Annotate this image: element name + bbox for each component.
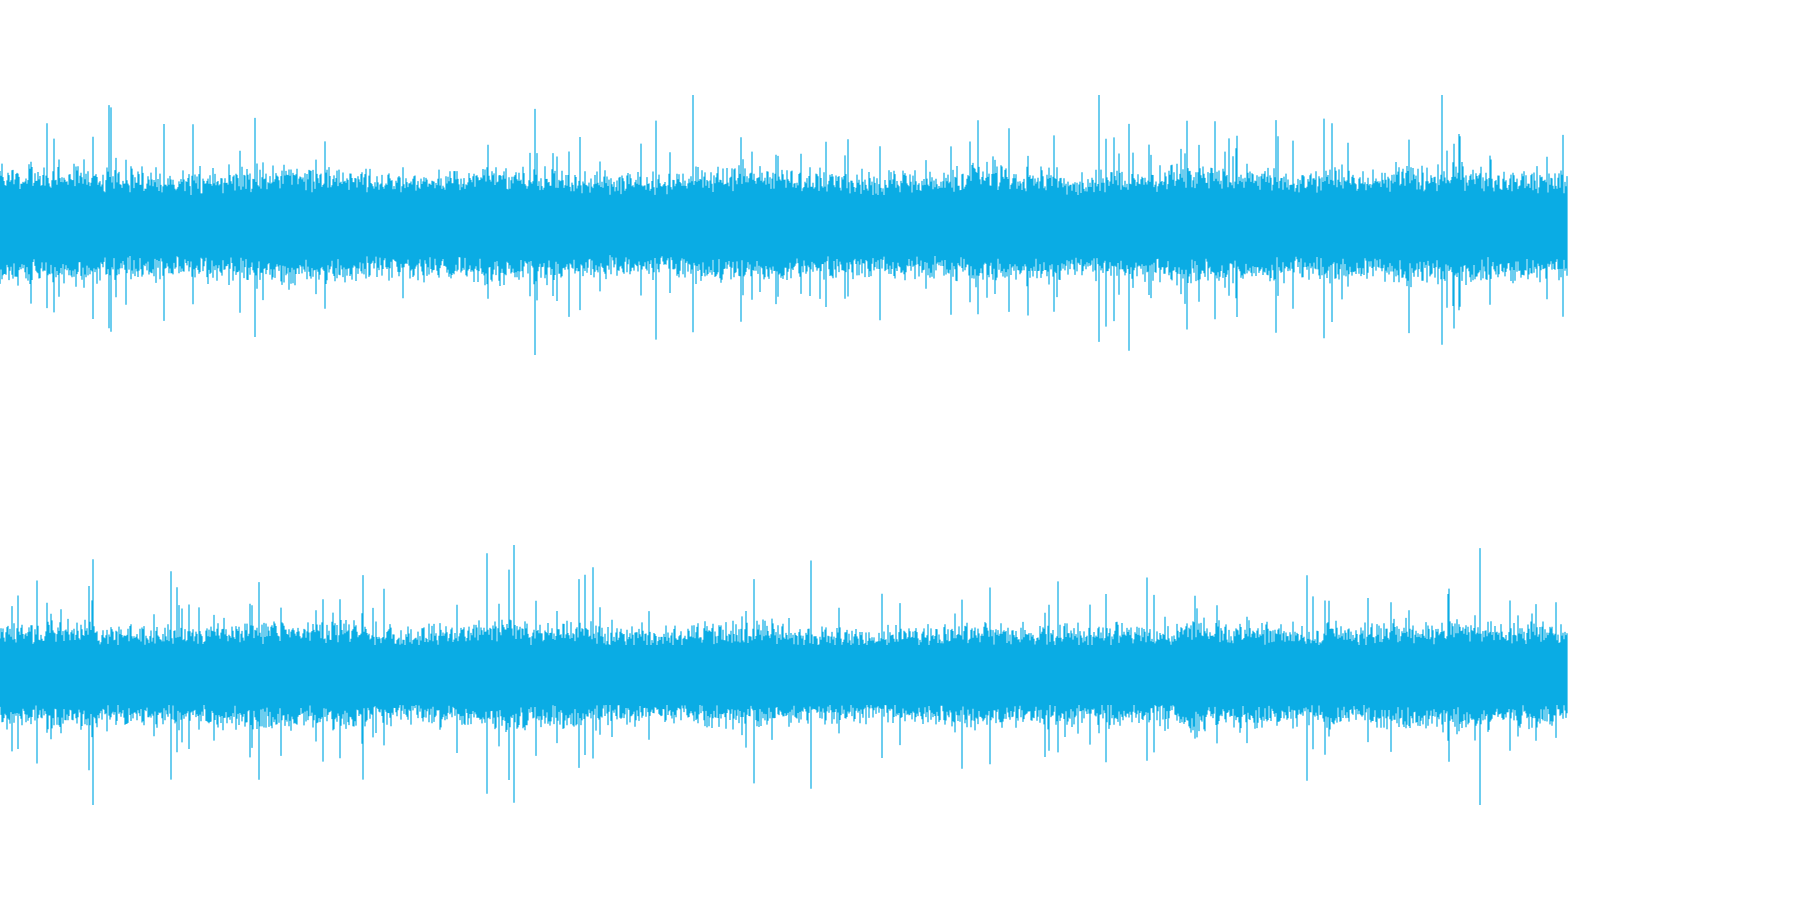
channel-1-core bbox=[0, 195, 1567, 255]
channel-1-waveform-svg bbox=[0, 95, 1568, 355]
channel-1-waveform bbox=[0, 95, 1800, 355]
channel-2-core bbox=[0, 645, 1567, 705]
channel-2-waveform bbox=[0, 545, 1800, 805]
channel-2-waveform-svg bbox=[0, 545, 1568, 805]
